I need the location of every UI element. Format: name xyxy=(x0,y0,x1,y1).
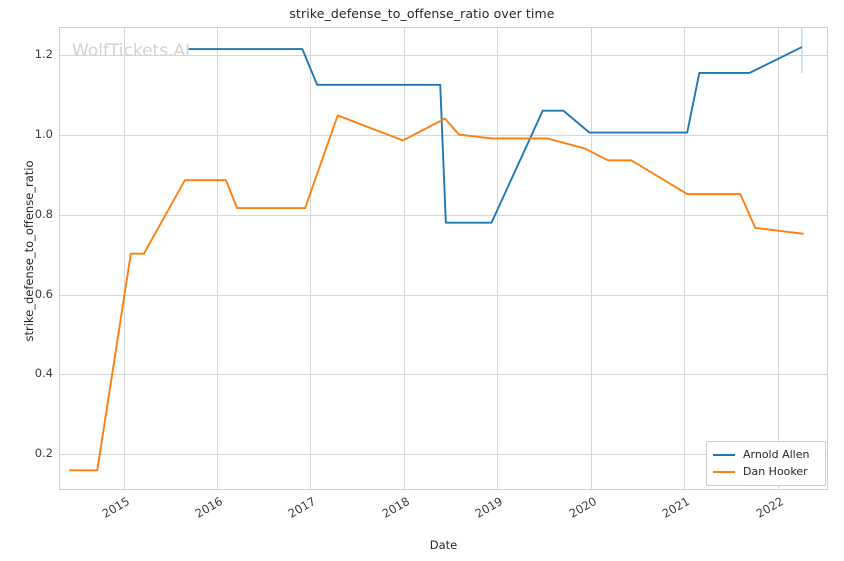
x-axis-tick-labels: 2015 2016 2017 2018 2019 2020 2021 2022 xyxy=(59,492,828,538)
legend-swatch-arnold-allen xyxy=(713,453,735,456)
grid-line-horizontal-2 xyxy=(60,295,827,296)
legend-item-dan-hooker[interactable]: Dan Hooker xyxy=(713,463,819,480)
x-tick-label-2019: 2019 xyxy=(472,494,506,521)
series-line-arnold-allen xyxy=(188,46,803,224)
legend-item-arnold-allen[interactable]: Arnold Allen xyxy=(713,446,819,463)
x-axis-label: Date xyxy=(429,538,458,552)
y-tick-label-1.0: 1.0 xyxy=(34,126,53,141)
y-tick-label-1.2: 1.2 xyxy=(34,47,53,62)
grid-line-vertical-3 xyxy=(404,28,405,489)
grid-line-vertical-7 xyxy=(778,28,779,489)
watermark-text: WolfTickets.AI xyxy=(72,41,191,61)
grid-line-horizontal-0 xyxy=(60,454,827,455)
x-tick-label-2020: 2020 xyxy=(566,494,599,521)
grid-line-vertical-4 xyxy=(497,28,498,489)
series-lines xyxy=(69,28,804,472)
x-tick-label-2022: 2022 xyxy=(753,494,786,521)
y-axis-tick-labels: 0.2 0.4 0.6 0.8 1.0 1.2 xyxy=(0,27,53,490)
y-tick-label-0.6: 0.6 xyxy=(34,286,53,301)
grid-line-horizontal-5 xyxy=(60,55,827,56)
grid-line-vertical-5 xyxy=(591,28,592,489)
x-tick-label-2021: 2021 xyxy=(659,494,693,521)
x-tick-label-2016: 2016 xyxy=(192,494,225,521)
y-tick-label-0.4: 0.4 xyxy=(34,366,53,381)
grid-lines xyxy=(60,28,827,489)
grid-line-vertical-6 xyxy=(684,28,685,489)
x-tick-label-2017: 2017 xyxy=(286,494,319,521)
legend-label-arnold-allen: Arnold Allen xyxy=(743,448,810,461)
chart-legend[interactable]: Arnold Allen Dan Hooker xyxy=(706,441,826,486)
plot-area: WolfTickets.AI xyxy=(59,27,828,490)
grid-line-horizontal-1 xyxy=(60,374,827,375)
series-line-dan-hooker xyxy=(69,114,804,472)
grid-line-vertical-1 xyxy=(217,28,218,489)
legend-label-dan-hooker: Dan Hooker xyxy=(743,465,808,478)
y-tick-label-0.8: 0.8 xyxy=(34,206,53,221)
grid-line-horizontal-4 xyxy=(60,135,827,136)
legend-swatch-dan-hooker xyxy=(713,470,735,473)
grid-line-vertical-0 xyxy=(124,28,125,489)
watermark-layer: WolfTickets.AI xyxy=(60,28,827,489)
chart-title: strike_defense_to_offense_ratio over tim… xyxy=(289,6,555,21)
y-tick-label-0.2: 0.2 xyxy=(34,446,53,461)
x-tick-label-2015: 2015 xyxy=(99,494,132,521)
x-tick-label-2018: 2018 xyxy=(379,494,412,521)
grid-line-vertical-2 xyxy=(310,28,311,489)
grid-line-horizontal-3 xyxy=(60,215,827,216)
